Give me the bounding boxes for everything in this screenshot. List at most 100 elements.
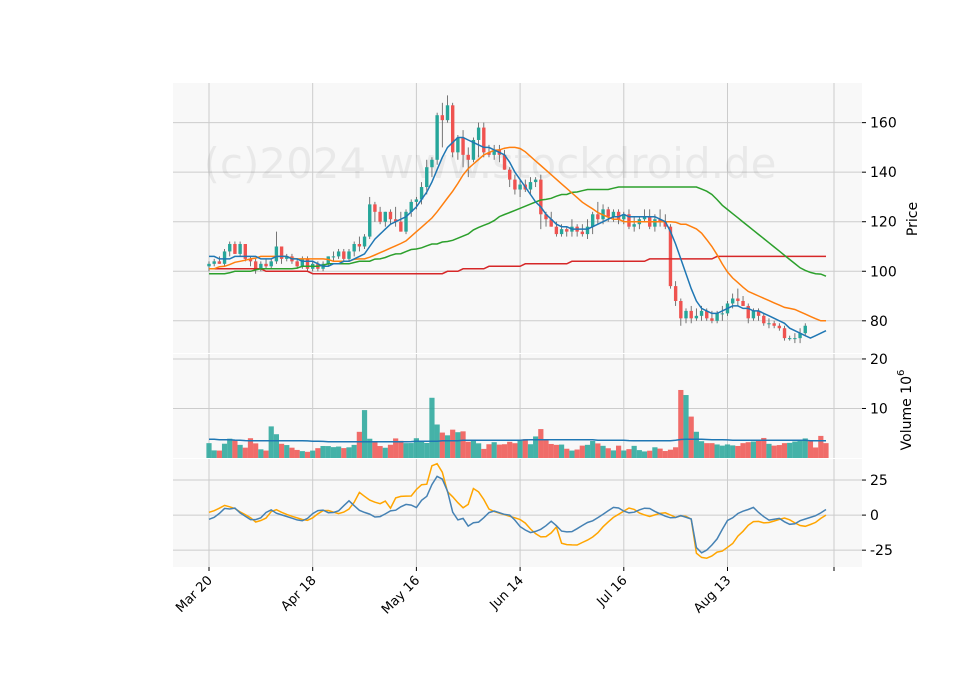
candle (772, 320, 776, 329)
volume-bar (605, 448, 611, 458)
candle (741, 296, 745, 306)
moving-average-fast-line (209, 136, 827, 339)
candle (212, 258, 216, 267)
candle-body (331, 256, 336, 258)
candle (336, 248, 341, 259)
volume-bar (356, 431, 362, 458)
volume-bar (273, 434, 280, 458)
candle-body (388, 211, 393, 220)
candle-body (347, 251, 351, 259)
candle (694, 308, 699, 321)
volume-bar (678, 389, 684, 458)
volume-bar (284, 445, 290, 458)
volume-bar (610, 450, 617, 458)
volume-bar (289, 447, 295, 458)
candle (238, 241, 242, 257)
volume-bar (330, 447, 337, 458)
volume-bar (377, 446, 383, 458)
candle-body (642, 216, 647, 220)
candle-body (487, 152, 491, 155)
volume-bar (781, 443, 788, 458)
volume-bar (325, 446, 331, 458)
candle (533, 177, 538, 188)
candle (798, 328, 802, 344)
candle (782, 325, 787, 341)
x-tick-label: May 16 (379, 573, 423, 617)
volume-bar (346, 447, 352, 458)
candle-body (720, 313, 725, 315)
volume-bar (310, 450, 316, 458)
candle (518, 179, 522, 197)
candle (352, 241, 356, 257)
candle-body (788, 338, 792, 340)
candle-body (450, 105, 455, 153)
candle (383, 211, 387, 227)
candle (456, 135, 460, 160)
oscillator-tick-label: 25 (870, 473, 888, 489)
candle (565, 226, 569, 237)
candle (347, 248, 351, 262)
candle-body (632, 224, 636, 227)
volume-bar (263, 450, 269, 458)
volume-bar (631, 445, 637, 458)
candle-body (751, 310, 756, 319)
volume-bar (626, 449, 632, 458)
price-tick-label: 80 (870, 314, 888, 330)
volume-bar (807, 441, 814, 458)
candle (331, 251, 336, 262)
volume-bar (341, 448, 347, 458)
candle-body (228, 244, 232, 252)
candle-body (300, 258, 305, 267)
volume-bar (569, 450, 575, 458)
volume-bar (460, 431, 466, 458)
volume-bar (647, 450, 653, 458)
candle-body (471, 139, 476, 160)
volume-bar (553, 444, 559, 458)
volume-bar (813, 447, 819, 458)
volume-bar (465, 441, 471, 458)
moving-average-long-line (209, 255, 826, 275)
candle-body (482, 127, 486, 153)
candle-body (435, 115, 439, 160)
volume-bar (491, 442, 497, 458)
volume-bar (740, 443, 746, 458)
candle-body (243, 244, 247, 259)
candle (388, 209, 393, 225)
volume-bar (735, 445, 741, 458)
volume-bar (393, 438, 399, 458)
candle-body (279, 246, 284, 259)
candle-body (305, 258, 310, 269)
candle (430, 157, 434, 178)
volume-bar (501, 444, 508, 458)
candle-body (352, 244, 356, 252)
moving-average-slow-line (209, 186, 827, 277)
candle-body (269, 261, 273, 267)
candle (689, 305, 693, 324)
candle (279, 246, 284, 264)
volume-bar (538, 429, 544, 458)
volume-bar (693, 431, 699, 458)
candle-body (673, 286, 678, 301)
volume-bar (232, 440, 238, 458)
volume-bar (818, 435, 824, 458)
x-tick-label: Jun 14 (487, 573, 527, 613)
volume-bar (683, 395, 689, 458)
moving-average-mid-line (209, 146, 826, 322)
candle (476, 122, 481, 158)
volume-bar (662, 451, 668, 458)
candle (793, 333, 797, 344)
volume-bar (719, 445, 725, 458)
volume-bar (398, 440, 404, 458)
candle (673, 281, 678, 306)
candle (668, 224, 673, 289)
candle (445, 95, 450, 123)
volume-bar (408, 443, 414, 458)
volume-bar (543, 439, 549, 458)
candle (461, 130, 465, 168)
volume-bar (750, 441, 757, 458)
volume-bar (533, 436, 539, 458)
candle (746, 303, 750, 324)
volume-bar (745, 442, 751, 458)
x-tick-label: Apr 18 (278, 573, 319, 614)
volume-bar (673, 447, 679, 458)
